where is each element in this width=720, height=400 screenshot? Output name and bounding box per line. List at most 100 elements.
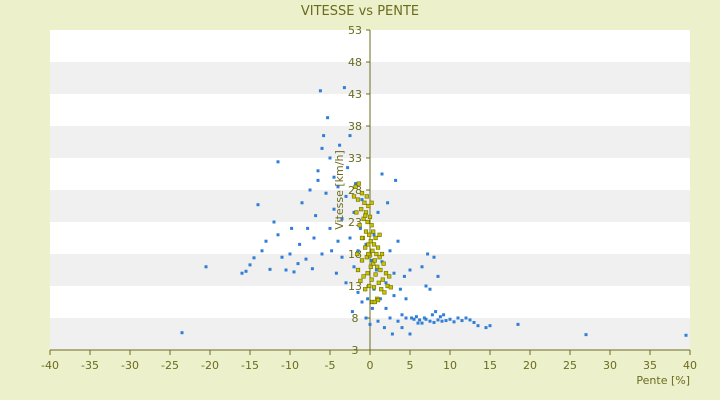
data-point-yellow (375, 297, 381, 303)
data-point-blue (420, 321, 424, 325)
data-point-blue (376, 319, 380, 323)
data-point-blue (368, 322, 372, 326)
data-point-blue (410, 316, 414, 320)
data-point-yellow (351, 194, 357, 199)
y-tick-label: 43 (348, 88, 362, 101)
data-point-blue (352, 265, 356, 269)
data-point-blue (440, 319, 444, 323)
data-point-blue (292, 270, 296, 274)
data-point-blue (330, 249, 334, 253)
data-point-blue (370, 258, 374, 262)
y-tick-label: 38 (348, 120, 362, 133)
data-point-blue (388, 316, 392, 320)
data-point-blue (430, 313, 434, 317)
data-point-blue (272, 220, 276, 224)
y-tick-label: 13 (348, 280, 362, 293)
data-point-blue (370, 306, 374, 310)
chart-title: VITESSE vs PENTE (301, 4, 419, 19)
data-point-blue (396, 319, 400, 323)
data-point-yellow (379, 287, 384, 292)
data-point-blue (316, 178, 320, 182)
data-point-blue (408, 268, 412, 272)
data-point-yellow (370, 248, 375, 253)
data-point-yellow (357, 223, 362, 228)
data-point-blue (318, 89, 322, 93)
x-tick-label: 30 (603, 359, 617, 372)
data-point-yellow (388, 285, 393, 290)
axes (50, 30, 690, 351)
data-point-blue (284, 268, 288, 272)
data-point-yellow (359, 258, 365, 263)
data-point-yellow (379, 251, 385, 257)
x-tick-label: -40 (41, 359, 59, 372)
data-point-yellow (367, 214, 373, 219)
data-point-yellow (371, 285, 377, 290)
data-point-blue (468, 318, 472, 322)
data-point-blue (328, 156, 332, 160)
data-point-blue (374, 268, 378, 272)
data-point-yellow (375, 245, 381, 250)
data-point-yellow (354, 210, 359, 215)
data-point-yellow (382, 290, 387, 295)
data-point-blue (320, 252, 324, 256)
data-point-blue (340, 255, 344, 259)
data-point-yellow (369, 277, 374, 282)
x-tick-label: -35 (81, 359, 99, 372)
data-point-blue (384, 281, 388, 285)
data-point-blue (252, 256, 256, 260)
x-axis-ticks: -40 -35 -30 -25 -20 -15 -10 -5 0 5 10 15 20 25 30 35 40 (41, 350, 697, 372)
data-point-yellow (366, 203, 371, 209)
data-point-blue (352, 210, 356, 214)
y-tick-label: 28 (348, 184, 362, 197)
data-point-blue (432, 255, 436, 259)
data-point-blue (314, 214, 318, 218)
x-axis-title: Pente [%] (636, 374, 690, 387)
data-point-blue (448, 317, 452, 321)
data-point-blue (240, 271, 244, 275)
x-tick-label: 15 (483, 359, 497, 372)
data-point-blue (420, 265, 424, 269)
data-point-blue (332, 175, 336, 179)
data-point-blue (334, 271, 338, 275)
data-point-blue (280, 255, 284, 259)
data-point-blue (398, 287, 402, 291)
data-point-blue (356, 290, 360, 294)
data-point-blue (424, 317, 428, 321)
data-point-blue (418, 318, 422, 322)
x-tick-label: -30 (121, 359, 139, 372)
data-point-yellow (358, 278, 363, 283)
data-point-yellow (371, 229, 376, 234)
data-point-blue (332, 207, 336, 211)
x-tick-label: 25 (563, 359, 577, 372)
data-point-yellow (353, 184, 358, 189)
x-tick-label: 40 (683, 359, 697, 372)
data-point-blue (584, 333, 588, 337)
data-point-blue (404, 297, 408, 301)
data-point-yellow (369, 223, 374, 228)
data-point-yellow (373, 272, 378, 277)
data-point-blue (394, 178, 398, 182)
data-point-blue (316, 169, 320, 173)
data-point-yellow (380, 277, 385, 282)
data-point-blue (428, 319, 432, 323)
data-point-blue (350, 310, 354, 314)
data-point-blue (426, 252, 430, 256)
data-point-blue (444, 319, 448, 323)
data-point-blue (356, 249, 360, 253)
data-point-blue (428, 287, 432, 291)
data-point-yellow (359, 235, 365, 241)
data-point-blue (392, 271, 396, 275)
data-point-blue (684, 333, 688, 337)
data-point-blue (378, 297, 382, 301)
data-point-blue (364, 242, 368, 246)
data-point-blue (436, 318, 440, 322)
data-point-blue (384, 306, 388, 310)
x-tick-label: -15 (241, 359, 259, 372)
data-point-yellow (369, 200, 374, 205)
data-point-yellow (361, 274, 366, 279)
data-point-blue (442, 313, 446, 317)
y-tick-label: 53 (348, 24, 362, 37)
data-point-blue (304, 257, 308, 261)
data-point-yellow (387, 274, 392, 279)
data-point-blue (476, 324, 480, 328)
